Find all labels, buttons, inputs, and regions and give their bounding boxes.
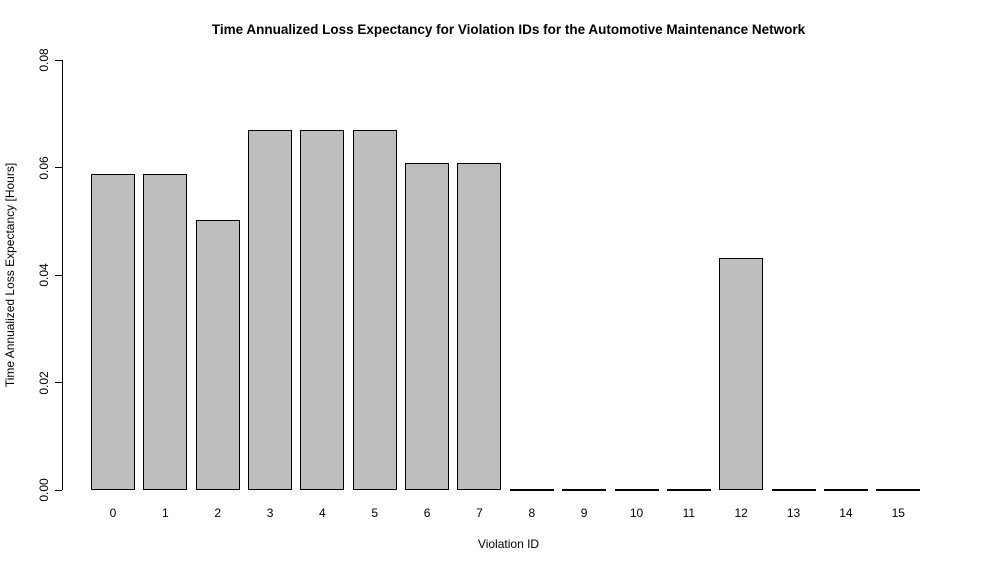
bar-violation-13 bbox=[771, 489, 816, 491]
x-tick-label: 15 bbox=[891, 506, 905, 520]
x-tick-label: 3 bbox=[266, 506, 274, 520]
y-axis-line bbox=[62, 60, 63, 490]
x-tick-label: 6 bbox=[423, 506, 431, 520]
x-tick-label: 0 bbox=[109, 506, 117, 520]
x-tick-label: 9 bbox=[580, 506, 588, 520]
x-tick-label: 11 bbox=[682, 506, 696, 520]
bar-violation-14 bbox=[823, 489, 868, 491]
x-tick-label: 13 bbox=[786, 506, 801, 520]
y-tick-label: 0.08 bbox=[37, 48, 51, 72]
bar-violation-4 bbox=[300, 129, 345, 490]
x-tick-label: 7 bbox=[476, 506, 483, 520]
x-tick-label: 14 bbox=[839, 506, 853, 520]
x-axis-title: Violation ID bbox=[477, 537, 540, 551]
x-tick-label: 10 bbox=[629, 506, 644, 520]
bar-violation-7 bbox=[457, 163, 502, 490]
x-tick-label: 2 bbox=[214, 506, 222, 520]
y-axis-title: Time Annualized Loss Expectancy [Hours] bbox=[3, 162, 17, 388]
x-tick-label: 8 bbox=[528, 506, 536, 520]
x-tick-label: 1 bbox=[162, 506, 169, 520]
x-tick-label: 12 bbox=[734, 506, 748, 520]
bar-violation-8 bbox=[509, 489, 554, 491]
y-tick-label: 0.00 bbox=[37, 478, 51, 502]
y-tick-label: 0.02 bbox=[37, 370, 51, 395]
bar-violation-0 bbox=[91, 173, 135, 490]
y-tick-mark bbox=[55, 59, 62, 61]
bar-violation-5 bbox=[352, 129, 397, 490]
bar-violation-12 bbox=[719, 257, 764, 490]
chart-title: Time Annualized Loss Expectancy for Viol… bbox=[211, 22, 806, 37]
bar-violation-6 bbox=[405, 163, 450, 490]
bar-violation-11 bbox=[666, 489, 711, 491]
bar-violation-10 bbox=[614, 489, 659, 491]
bar-violation-2 bbox=[195, 220, 240, 490]
bar-violation-3 bbox=[248, 129, 293, 490]
x-tick-label: 5 bbox=[371, 506, 379, 520]
y-tick-mark bbox=[55, 274, 62, 276]
y-tick-mark bbox=[55, 167, 62, 168]
y-tick-mark bbox=[55, 382, 62, 383]
bar-violation-9 bbox=[562, 489, 607, 491]
y-tick-label: 0.04 bbox=[37, 263, 51, 287]
x-tick-label: 4 bbox=[319, 506, 326, 520]
bar-violation-15 bbox=[876, 489, 921, 491]
y-tick-label: 0.06 bbox=[37, 155, 51, 180]
y-tick-mark bbox=[55, 489, 62, 491]
bar-violation-1 bbox=[143, 173, 188, 490]
